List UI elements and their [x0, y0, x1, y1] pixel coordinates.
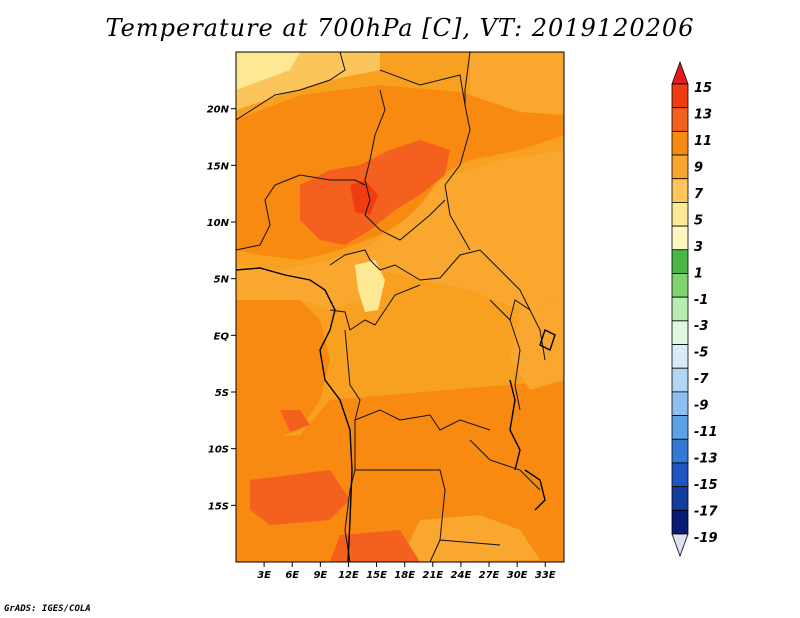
colorbar-swatch [671, 130, 689, 156]
colorbar-label: -1 [694, 293, 708, 308]
colorbar-label: 11 [694, 134, 712, 149]
x-tick-label: 6E [285, 570, 299, 581]
x-tick-label: 33E [535, 570, 556, 581]
x-tick-label: 30E [507, 570, 528, 581]
colorbar-swatch [671, 438, 689, 464]
colorbar-swatch [671, 486, 689, 511]
colorbar: 15 13 11 9 7 5 3 1 -1 -3 -5 -7 -9 -11 -13 -15 -17 -19 [671, 60, 718, 558]
x-tick-label: 15E [366, 570, 387, 581]
field-zone-5-north [236, 52, 300, 90]
x-tick-label: 12E [338, 570, 359, 581]
map-title: Temperature at 700hPa [C], VT: 201912020… [105, 14, 695, 42]
x-tick-label: 24E [451, 570, 472, 581]
colorbar-top-arrow [671, 60, 689, 85]
y-tick-label: 5N [214, 275, 230, 286]
x-tick-label: 9E [313, 570, 327, 581]
field-zone-9-central [236, 150, 564, 310]
field-zone-15-core [350, 180, 378, 215]
field-zone-13-south [250, 470, 350, 525]
colorbar-label: -17 [694, 505, 718, 520]
colorbar-label: -11 [694, 425, 718, 440]
colorbar-label: -3 [694, 319, 708, 334]
colorbar-label: -9 [694, 399, 708, 414]
colorbar-swatch [671, 83, 689, 109]
x-tick-label: 21E [422, 570, 443, 581]
field-zone-11-ocean [236, 300, 330, 440]
x-tick-label: 27E [479, 570, 500, 581]
field-zone-13-southwest [330, 530, 420, 562]
y-tick-label: 10N [207, 218, 230, 229]
colorbar-swatch [671, 273, 689, 298]
colorbar-label: 5 [694, 213, 703, 228]
colorbar-swatch [671, 249, 689, 274]
colorbar-swatch [671, 202, 689, 227]
field-zone-13-ocean [280, 410, 310, 432]
coastlines [236, 267, 556, 562]
temperature-field [236, 52, 564, 562]
x-tick-label: 18E [394, 570, 415, 581]
colorbar-label: 1 [694, 266, 703, 281]
y-tick-label: EQ [214, 331, 230, 342]
colorbar-swatch [671, 154, 689, 180]
colorbar-swatch [671, 107, 689, 132]
colorbar-swatch [671, 344, 689, 369]
colorbar-swatch [671, 367, 689, 393]
grads-credit: GrADS: IGES/COLA [4, 604, 91, 614]
colorbar-swatch [671, 462, 689, 488]
colorbar-label: -7 [694, 372, 709, 387]
colorbar-label: 7 [694, 187, 704, 202]
colorbar-swatch [671, 391, 689, 416]
y-tick-label: 10S [208, 445, 229, 456]
colorbar-label: -19 [694, 531, 718, 546]
colorbar-label: 3 [694, 240, 703, 255]
x-tick-label: 3E [257, 570, 271, 581]
colorbar-label: 15 [694, 81, 712, 96]
colorbar-swatch [671, 415, 689, 440]
x-axis: 3E 6E 9E 12E 15E 18E 21E 24E 27E 30E 33E [257, 562, 556, 581]
colorbar-swatch [671, 509, 689, 535]
field-zone-9-ne [470, 52, 564, 115]
colorbar-label: -13 [694, 452, 718, 467]
colorbar-swatch [671, 296, 689, 322]
colorbar-swatch [671, 225, 689, 251]
y-tick-label: 5S [215, 388, 229, 399]
y-axis: 20N 15N 10N 5N EQ 5S 10S 15S [207, 105, 236, 512]
colorbar-label: -15 [694, 478, 718, 493]
colorbar-swatch [671, 178, 689, 203]
y-tick-label: 15S [208, 501, 229, 512]
colorbar-swatch [671, 320, 689, 345]
y-tick-label: 15N [207, 161, 230, 172]
colorbar-label: 13 [694, 107, 712, 122]
field-zone-9-east [510, 300, 564, 390]
map-frame [235, 51, 565, 563]
colorbar-bottom-arrow [671, 533, 689, 558]
colorbar-label: -5 [694, 346, 708, 361]
y-tick-label: 20N [207, 105, 230, 116]
country-borders [236, 52, 546, 562]
field-zone-5-central [355, 260, 385, 312]
colorbar-label: 9 [694, 160, 703, 175]
